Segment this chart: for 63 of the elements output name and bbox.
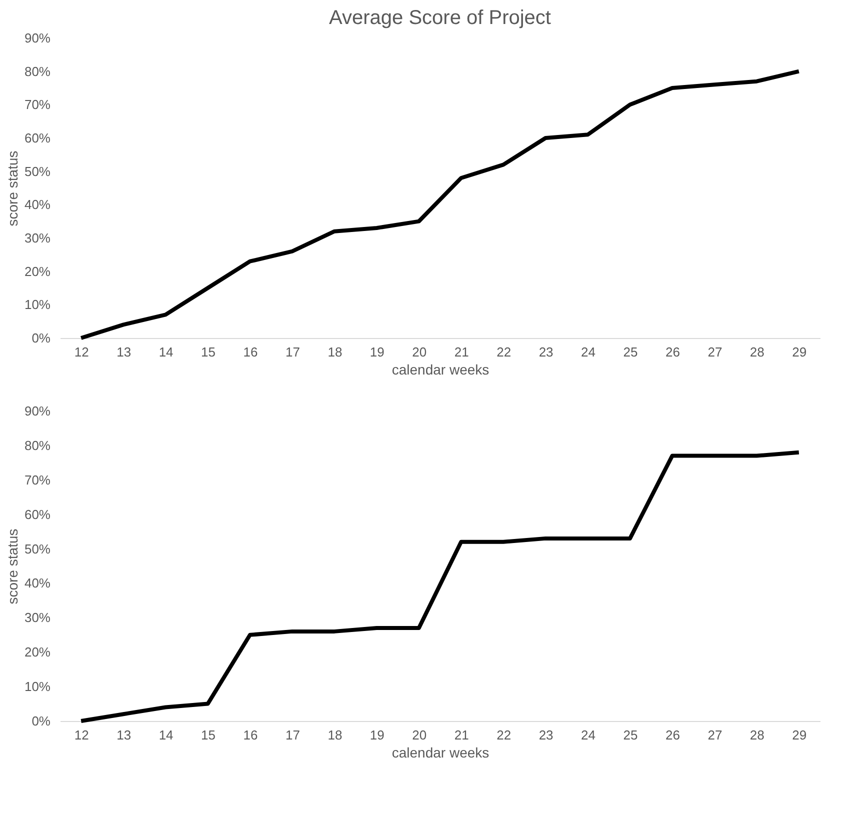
x-tick-label: 22 (496, 344, 512, 360)
x-tick-label: 29 (792, 728, 807, 742)
x-tick-label: 27 (708, 728, 722, 742)
y-tick-label: 60% (24, 130, 51, 146)
x-tick-label: 17 (285, 728, 300, 742)
x-tick-label: 21 (454, 728, 469, 742)
x-tick-label: 17 (285, 344, 300, 360)
y-tick-label: 0% (32, 714, 51, 728)
x-tick-label: 15 (201, 728, 216, 742)
y-tick-label: 30% (24, 610, 51, 626)
y-tick-label: 70% (24, 472, 51, 488)
y-axis-title: score status (4, 150, 20, 226)
y-tick-label: 90% (24, 30, 51, 46)
x-axis-title: calendar weeks (392, 362, 490, 378)
x-tick-label: 18 (328, 728, 342, 742)
x-tick-label: 23 (538, 728, 554, 742)
x-tick-label: 25 (623, 344, 638, 360)
line-series (79, 450, 801, 723)
line-series (79, 69, 801, 340)
y-tick-label: 70% (24, 97, 51, 112)
y-tick-label: 90% (24, 404, 51, 418)
x-tick-label: 16 (243, 344, 258, 360)
x-tick-label: 28 (750, 728, 764, 742)
x-tick-label: 19 (370, 344, 384, 360)
x-tick-label: 13 (116, 344, 132, 360)
y-tick-label: 40% (24, 197, 51, 212)
x-tick-label: 20 (412, 728, 427, 742)
x-tick-label: 22 (496, 728, 512, 742)
x-tick-label: 12 (74, 344, 89, 360)
y-tick-label: 40% (24, 576, 51, 591)
x-tick-label: 15 (201, 344, 216, 360)
y-tick-label: 80% (24, 64, 51, 79)
x-axis-title: calendar weeks (392, 744, 490, 760)
y-tick-label: 0% (32, 330, 51, 346)
x-tick-label: 16 (243, 728, 258, 742)
x-tick-label: 27 (708, 344, 722, 360)
y-tick-label: 10% (24, 679, 51, 694)
x-tick-label: 13 (116, 728, 132, 742)
x-tick-label: 14 (158, 344, 174, 360)
y-axis-title: score status (4, 528, 20, 604)
x-tick-label: 23 (538, 344, 554, 360)
x-tick-label: 29 (792, 344, 807, 360)
y-tick-label: 30% (24, 230, 51, 246)
y-tick-label: 80% (24, 438, 51, 453)
x-tick-label: 19 (370, 728, 384, 742)
chart-title: Average Score of Project (329, 7, 552, 29)
x-tick-label: 26 (665, 728, 680, 742)
x-tick-label: 26 (665, 344, 680, 360)
y-tick-label: 60% (24, 506, 51, 522)
x-tick-label: 24 (581, 728, 596, 742)
x-tick-label: 12 (74, 728, 89, 742)
y-tick-label: 20% (24, 264, 51, 279)
y-tick-label: 20% (24, 644, 51, 660)
x-tick-label: 18 (328, 344, 342, 360)
x-tick-label: 20 (412, 344, 427, 360)
x-tick-label: 21 (454, 344, 469, 360)
y-tick-label: 10% (24, 297, 51, 312)
x-tick-label: 24 (581, 344, 596, 360)
y-tick-label: 50% (24, 164, 51, 179)
y-tick-label: 50% (24, 541, 51, 556)
x-tick-label: 14 (158, 728, 174, 742)
x-tick-label: 25 (623, 728, 638, 742)
x-tick-label: 28 (750, 344, 764, 360)
